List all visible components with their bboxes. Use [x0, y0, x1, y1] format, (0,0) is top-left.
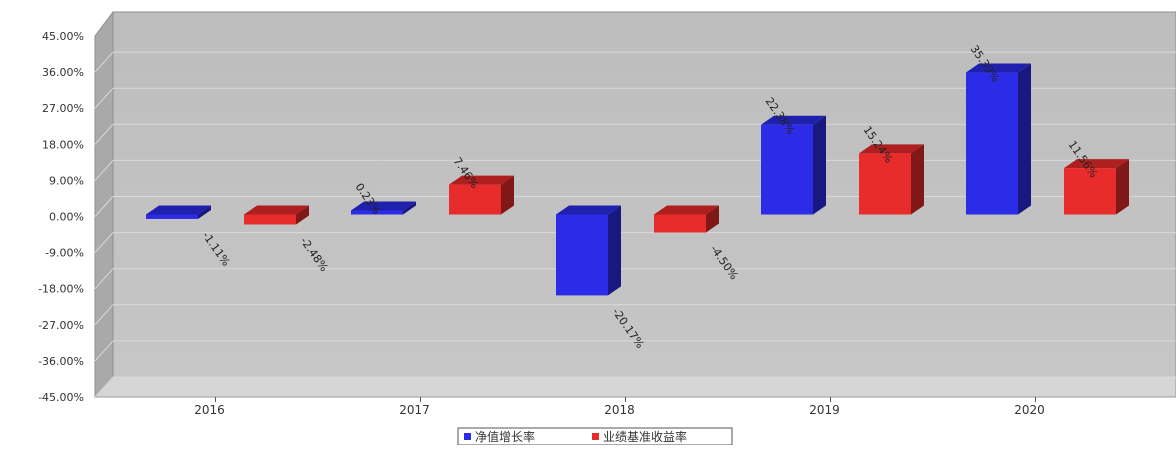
bar [146, 205, 211, 219]
y-tick-label: 0.00% [49, 211, 84, 224]
x-axis-ticks: 2016 2017 2018 2019 2020 [194, 397, 1045, 417]
bar [449, 175, 514, 215]
bar-top [654, 205, 719, 215]
bar [859, 144, 924, 215]
bar-front [146, 214, 198, 219]
bar-front [654, 214, 706, 233]
legend-swatch-benchmark-return [592, 433, 599, 440]
bar-side [706, 205, 719, 233]
legend-label-nav-growth: 净值增长率 [475, 429, 535, 444]
bar-side [501, 175, 514, 215]
grid-line-side [94, 340, 114, 362]
grid-line-side [94, 232, 114, 253]
grid-line-side [94, 196, 114, 217]
grid-line-side [94, 268, 114, 290]
bar [244, 205, 309, 225]
bar-front [556, 214, 608, 296]
bar-top [1064, 159, 1129, 169]
x-tick-label: 2016 [194, 403, 225, 417]
bar-front [351, 210, 403, 215]
grid-line-side [94, 304, 114, 326]
y-tick-label: -45.00% [38, 391, 84, 404]
y-tick-label: 18.00% [42, 138, 84, 151]
bar-side [608, 205, 621, 296]
bar-top [146, 205, 211, 215]
legend-swatch-nav-growth [464, 433, 471, 440]
grid-line-side [94, 160, 114, 181]
bar-front [859, 153, 911, 215]
x-tick-label: 2018 [604, 403, 635, 417]
bar-front [966, 72, 1018, 215]
grid-line-side [94, 87, 114, 109]
bar-top [449, 175, 514, 185]
bar [654, 205, 719, 233]
bar [351, 201, 416, 215]
y-tick-label: -36.00% [38, 355, 84, 368]
bar-top [859, 144, 924, 154]
bar [966, 63, 1031, 215]
bar-front [449, 184, 501, 215]
bar-side [403, 201, 416, 215]
bar-front [761, 124, 813, 215]
bar-top [966, 63, 1031, 73]
y-axis-ticks: 45.00% 36.00% 27.00% 18.00% 9.00% 0.00% -9.00%… [38, 30, 84, 404]
plot-floor [93, 376, 1176, 398]
bar-side [911, 144, 924, 215]
bar-side [296, 205, 309, 225]
x-tick-label: 2019 [809, 403, 840, 417]
grid-line-side [94, 123, 114, 145]
y-tick-label: 27.00% [42, 102, 84, 115]
bar-front [1064, 168, 1116, 215]
y-tick-label: -27.00% [38, 319, 84, 332]
bar-top [351, 201, 416, 211]
bar-top [244, 205, 309, 215]
bar-front [244, 214, 296, 225]
y-tick-label: -18.00% [38, 283, 84, 296]
bar [761, 115, 826, 215]
bar [1064, 159, 1129, 215]
grid-line-side [94, 51, 114, 73]
y-tick-label: 36.00% [42, 66, 84, 79]
bars [146, 63, 1129, 296]
y-tick-label: -9.00% [45, 247, 84, 260]
bar-side [1018, 63, 1031, 215]
y-tick-label: 9.00% [49, 174, 84, 187]
y-tick-label: 45.00% [42, 30, 84, 43]
bar [556, 205, 621, 296]
bar-side [813, 115, 826, 215]
x-tick-label: 2020 [1014, 403, 1045, 417]
legend-label-benchmark-return: 业绩基准收益率 [603, 429, 687, 444]
legend: 净值增长率 业绩基准收益率 [457, 427, 733, 446]
bar-top [761, 115, 826, 125]
x-tick-label: 2017 [399, 403, 430, 417]
bar-side [1116, 159, 1129, 215]
bar-top [556, 205, 621, 215]
grid-line-side [94, 376, 114, 398]
bar-side [198, 205, 211, 219]
